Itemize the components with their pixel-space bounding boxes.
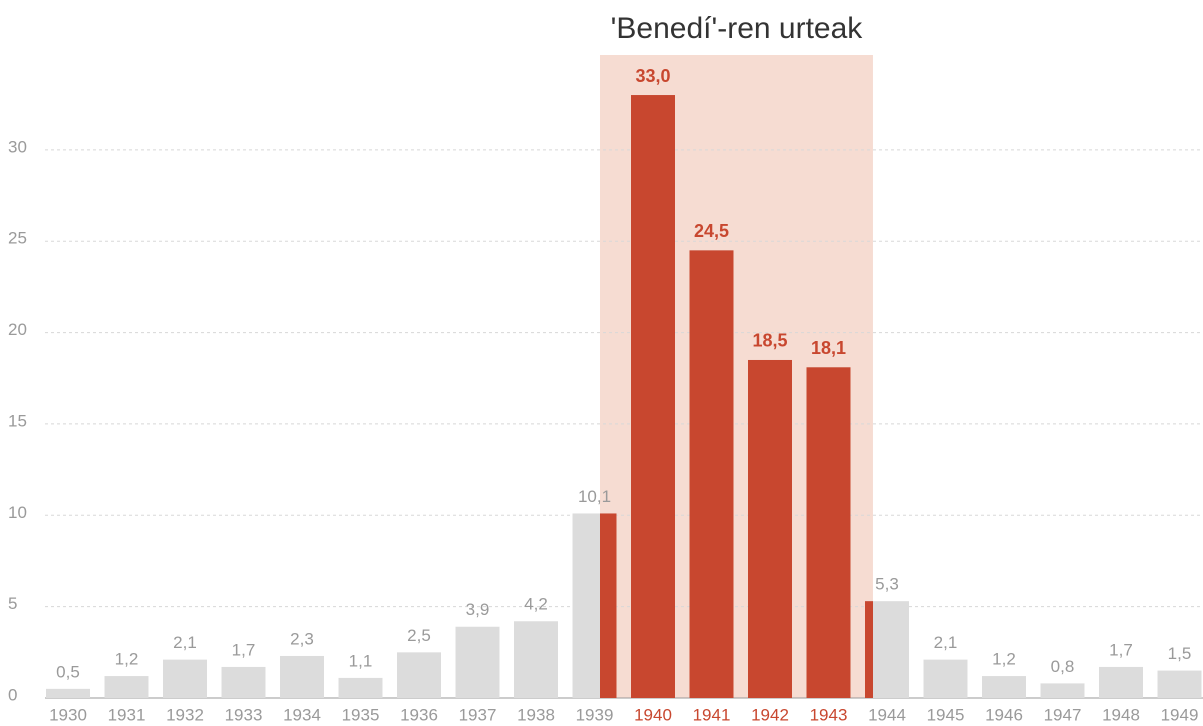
value-label: 2,5 [407, 626, 431, 645]
value-label: 1,7 [1109, 640, 1133, 659]
y-tick-label: 30 [8, 137, 27, 156]
value-label: 1,2 [115, 650, 139, 669]
value-label: 10,1 [578, 487, 611, 506]
bar-highlight [689, 250, 734, 698]
x-tick-label: 1945 [927, 705, 965, 724]
value-label: 4,2 [524, 595, 548, 614]
bar [455, 626, 500, 698]
x-tick-label: 1949 [1161, 705, 1199, 724]
bar [923, 659, 968, 698]
value-label: 18,1 [811, 338, 846, 358]
x-tick-label: 1939 [576, 705, 614, 724]
bar [1040, 683, 1085, 698]
bar-highlight [806, 367, 851, 698]
x-tick-label: 1937 [459, 705, 497, 724]
y-tick-label: 5 [8, 594, 17, 613]
x-tick-label: 1931 [108, 705, 146, 724]
x-tick-label: 1948 [1102, 705, 1140, 724]
x-tick-label: 1935 [342, 705, 380, 724]
bar [1157, 670, 1202, 698]
highlight-label: 'Benedí'-ren urteak [611, 12, 864, 45]
x-tick-label: 1947 [1044, 705, 1082, 724]
value-label: 0,8 [1051, 657, 1075, 676]
x-tick-label: 1943 [810, 705, 848, 724]
bar [514, 621, 558, 698]
bar [221, 666, 266, 698]
value-label: 3,9 [466, 600, 490, 619]
y-tick-label: 15 [8, 411, 27, 430]
x-tick-label: 1933 [225, 705, 263, 724]
bar-highlight [631, 95, 675, 699]
y-tick-label: 20 [8, 320, 27, 339]
x-tick-label: 1932 [166, 705, 204, 724]
x-tick-label: 1941 [693, 705, 731, 724]
bar [280, 655, 324, 698]
bar [104, 676, 149, 698]
x-tick-label: 1936 [400, 705, 438, 724]
value-label: 1,5 [1168, 644, 1192, 663]
bar [338, 677, 383, 698]
x-tick-label: 1942 [751, 705, 789, 724]
x-tick-label: 1946 [985, 705, 1023, 724]
value-label: 2,3 [290, 629, 314, 648]
x-tick-label: 1938 [517, 705, 555, 724]
bar-highlight [865, 601, 873, 698]
value-label: 0,5 [56, 662, 80, 681]
x-tick-label: 1944 [868, 705, 906, 724]
bar [1099, 666, 1143, 698]
value-label: 33,0 [635, 66, 670, 86]
bar [982, 676, 1026, 698]
bar-highlight [599, 513, 617, 698]
value-label: 1,1 [349, 651, 373, 670]
x-tick-label: 1934 [283, 705, 321, 724]
y-tick-label: 25 [8, 229, 27, 248]
value-label: 18,5 [752, 331, 787, 351]
value-label: 1,2 [992, 650, 1016, 669]
y-tick-label: 0 [8, 685, 17, 704]
value-label: 2,1 [173, 633, 197, 652]
value-label: 1,7 [232, 640, 256, 659]
value-label: 2,1 [934, 633, 958, 652]
x-tick-label: 1940 [634, 705, 672, 724]
x-tick-label: 1930 [49, 705, 87, 724]
value-label: 5,3 [875, 575, 899, 594]
bar [397, 652, 441, 698]
bar [46, 688, 90, 698]
y-tick-label: 10 [8, 503, 27, 522]
value-label: 24,5 [694, 221, 729, 241]
bar [163, 659, 207, 698]
bar-highlight [748, 359, 792, 698]
